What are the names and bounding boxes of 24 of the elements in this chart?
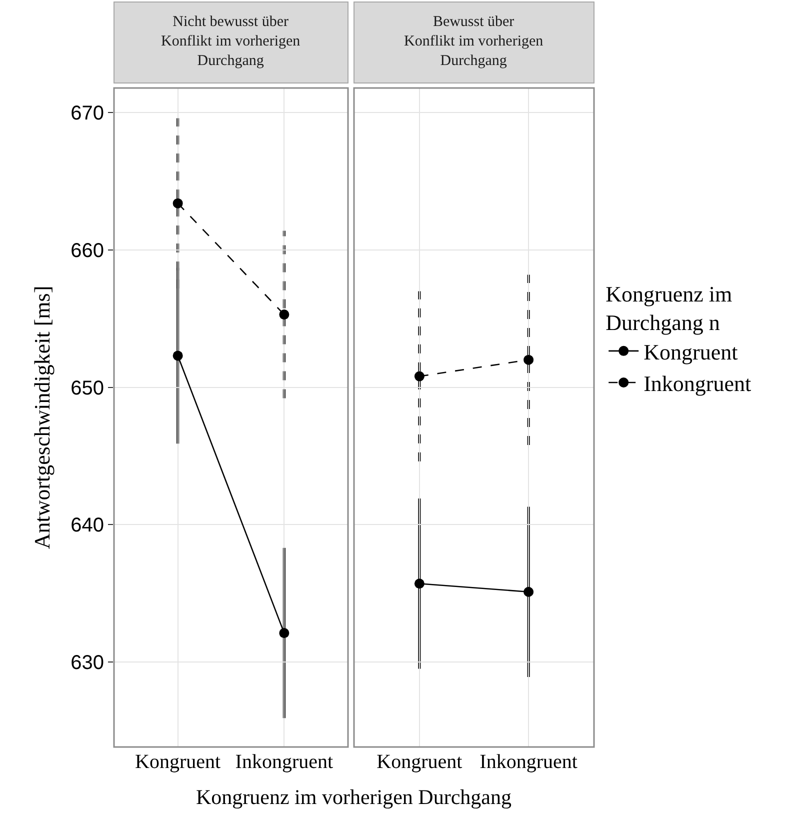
point [524,586,534,597]
x-axis-title: Kongruenz im vorherigen Durchgang [196,785,512,809]
y-tick-label: 670 [70,102,104,125]
legend-label: Inkongruent [644,371,752,396]
legend-title: Kongruenz im Durchgang n [606,282,732,336]
x-tick-label: Inkongruent [480,751,578,773]
point [279,310,290,320]
y-tick-label: 640 [70,514,104,537]
point [279,628,290,638]
y-tick-label: 650 [70,377,104,400]
point [172,350,183,361]
chart-title: Bewusst über Konflikt im vorherigen Durchgang [404,14,544,69]
point [414,578,424,589]
y-tick-label: 630 [70,652,104,674]
x-tick-label: Kongruent [376,751,463,773]
chart-title: Nicht bewusst über Konflikt im vorherigen Durchgang [161,14,301,69]
point [414,371,424,382]
point [172,198,183,208]
x-tick-label: Kongruent [135,751,222,773]
x-tick-label: Inkongruent [235,751,334,773]
y-tick-label: 660 [70,240,104,262]
legend-label: Kongruent [644,340,738,364]
point [524,354,534,365]
y-axis-title: Antwortgeschwindigkeit [ms] [29,286,54,550]
